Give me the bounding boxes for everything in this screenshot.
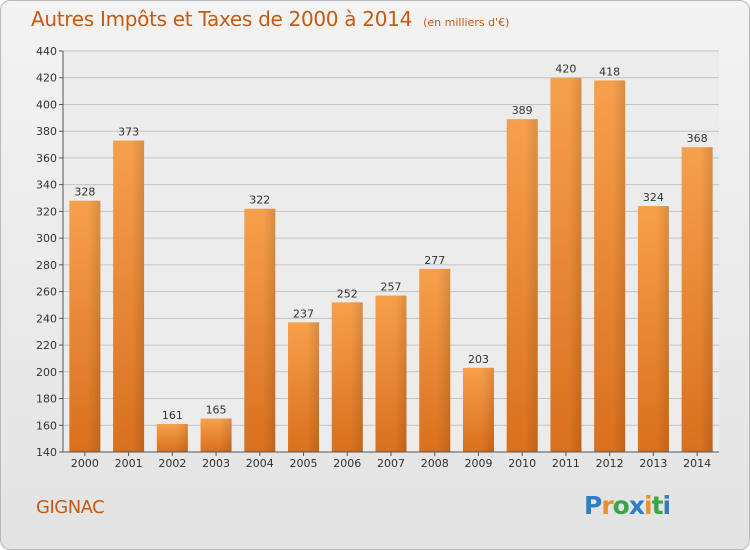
data-label: 373 <box>118 126 139 139</box>
y-tick-label: 280 <box>36 259 57 272</box>
data-label: 418 <box>599 65 620 78</box>
y-tick-label: 400 <box>36 98 57 111</box>
title-main: Autres Impôts et Taxes de 2000 à 2014 <box>31 7 412 31</box>
title-subtitle: (en milliers d'€) <box>423 16 510 29</box>
x-tick-label: 2014 <box>683 457 711 470</box>
bar-shade <box>569 77 582 452</box>
bar-shade <box>350 302 363 452</box>
y-tick-label: 300 <box>36 232 57 245</box>
x-tick-label: 2011 <box>552 457 580 470</box>
y-tick-label: 160 <box>36 419 57 432</box>
x-tick-label: 2004 <box>246 457 274 470</box>
x-tick-label: 2012 <box>596 457 624 470</box>
proxiti-logo: Proxiti <box>584 491 671 520</box>
y-tick-label: 420 <box>36 72 57 85</box>
data-label: 252 <box>337 287 358 300</box>
y-tick-label: 440 <box>36 45 57 58</box>
data-label: 389 <box>512 104 533 117</box>
data-label: 324 <box>643 191 664 204</box>
data-label: 237 <box>293 307 314 320</box>
y-tick-label: 260 <box>36 286 57 299</box>
y-tick-label: 340 <box>36 179 57 192</box>
data-label: 420 <box>555 63 576 76</box>
y-tick-label: 200 <box>36 366 57 379</box>
data-label: 277 <box>424 254 445 267</box>
x-tick-label: 2003 <box>202 457 230 470</box>
y-tick-label: 220 <box>36 339 57 352</box>
x-tick-label: 2001 <box>115 457 143 470</box>
bar-shade <box>612 80 626 452</box>
data-label: 257 <box>381 281 402 294</box>
bar-shade <box>394 295 407 452</box>
bar-shade <box>525 119 538 453</box>
bar-shade <box>175 423 188 452</box>
data-label: 328 <box>74 186 95 199</box>
bar-shade <box>262 208 276 452</box>
y-tick-label: 320 <box>36 205 57 218</box>
bar-shade <box>219 418 232 452</box>
x-tick-label: 2008 <box>421 457 449 470</box>
city-name: GIGNAC <box>36 497 105 518</box>
x-tick-label: 2002 <box>158 457 186 470</box>
bar-shade <box>437 268 451 452</box>
y-tick-label: 380 <box>36 125 57 138</box>
bar-shade <box>481 367 494 452</box>
data-label: 368 <box>687 132 708 145</box>
data-label: 161 <box>162 409 183 422</box>
data-label: 165 <box>206 404 227 417</box>
y-tick-label: 180 <box>36 393 57 406</box>
bar-shade <box>131 140 145 452</box>
data-label: 203 <box>468 353 489 366</box>
x-tick-label: 2000 <box>71 457 99 470</box>
bar-shade <box>87 200 101 452</box>
x-tick-label: 2009 <box>464 457 492 470</box>
x-tick-label: 2010 <box>508 457 536 470</box>
y-tick-label: 140 <box>36 446 57 459</box>
y-tick-label: 240 <box>36 312 57 325</box>
y-tick-label: 360 <box>36 152 57 165</box>
x-tick-label: 2013 <box>639 457 667 470</box>
chart-title: Autres Impôts et Taxes de 2000 à 2014 (e… <box>31 7 509 31</box>
bar-shade <box>306 322 320 452</box>
x-tick-label: 2007 <box>377 457 405 470</box>
bar-shade <box>700 147 713 453</box>
data-label: 322 <box>249 194 270 207</box>
x-tick-label: 2005 <box>290 457 318 470</box>
bar-shade <box>656 206 669 452</box>
x-tick-label: 2006 <box>333 457 361 470</box>
